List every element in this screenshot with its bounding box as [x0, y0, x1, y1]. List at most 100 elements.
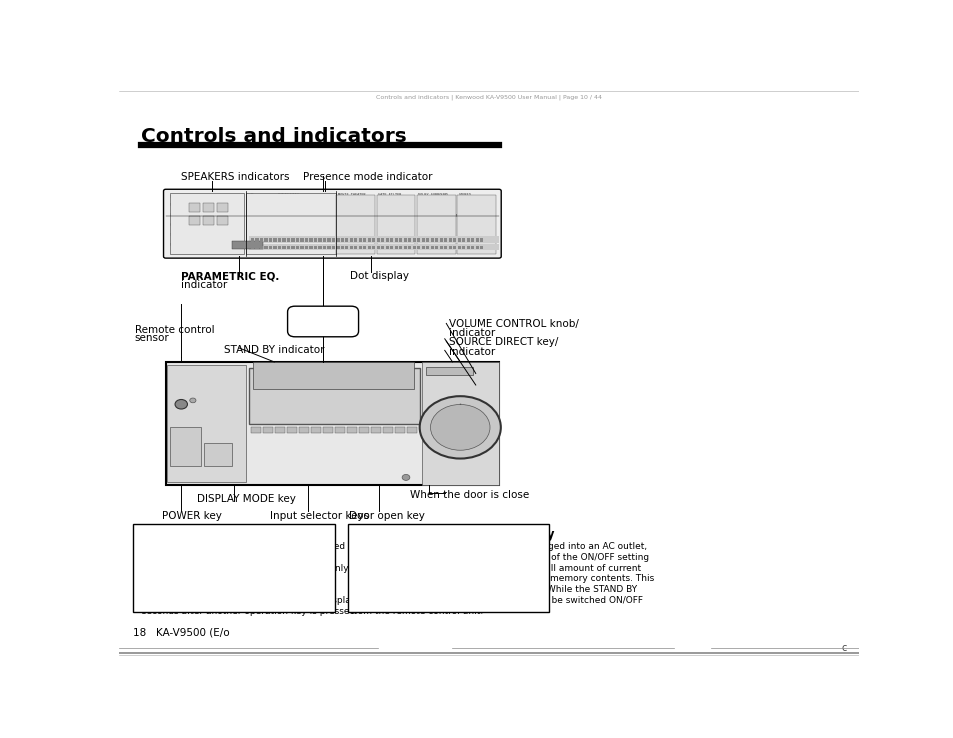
- Bar: [395, 246, 397, 249]
- Bar: [322, 246, 326, 249]
- Text: Display: Display: [305, 316, 341, 326]
- Bar: [336, 246, 339, 249]
- Bar: [456, 195, 496, 254]
- Bar: [292, 238, 294, 242]
- Bar: [408, 246, 411, 249]
- Bar: [274, 238, 276, 242]
- Bar: [431, 246, 434, 249]
- Text: MOVIE THEATER: MOVIE THEATER: [337, 193, 365, 197]
- Bar: [340, 246, 344, 249]
- Text: indicator is lit, the power of the system can be switched ON/OFF: indicator is lit, the power of the syste…: [351, 596, 642, 605]
- Bar: [287, 427, 296, 432]
- Bar: [332, 246, 335, 249]
- Bar: [416, 195, 456, 254]
- Text: SYNTHETIC: SYNTHETIC: [278, 201, 297, 205]
- Bar: [260, 246, 263, 249]
- Text: When the power cord of this system is plugged into an AC outlet,: When the power cord of this system is pl…: [351, 542, 646, 551]
- Bar: [421, 238, 424, 242]
- Text: VISUAL: VISUAL: [327, 214, 341, 218]
- Text: VOLUME CONTROL knob/: VOLUME CONTROL knob/: [448, 319, 578, 329]
- Text: Controls and indicators: Controls and indicators: [141, 127, 406, 146]
- Bar: [216, 215, 228, 225]
- Text: DISPLAY MODE key: DISPLAY MODE key: [136, 528, 262, 541]
- Bar: [385, 246, 389, 249]
- Text: ON
OFF: ON OFF: [171, 424, 179, 432]
- Text: CENTER: CENTER: [170, 213, 182, 217]
- Bar: [390, 246, 393, 249]
- Bar: [462, 238, 465, 242]
- Bar: [466, 246, 470, 249]
- FancyBboxPatch shape: [163, 189, 500, 258]
- Bar: [335, 195, 375, 254]
- Bar: [335, 427, 345, 432]
- Bar: [416, 238, 420, 242]
- Text: from the remote control unit.: from the remote control unit.: [351, 607, 483, 615]
- Bar: [376, 195, 415, 254]
- Bar: [318, 246, 321, 249]
- Bar: [347, 427, 356, 432]
- Text: STAND BY mode of POWER key: STAND BY mode of POWER key: [351, 528, 554, 541]
- Bar: [314, 246, 316, 249]
- Bar: [383, 427, 393, 432]
- Bar: [372, 246, 375, 249]
- Bar: [471, 238, 474, 242]
- Bar: [318, 238, 321, 242]
- Bar: [368, 246, 371, 249]
- Bar: [439, 238, 442, 242]
- Text: SPEAKERS indicators: SPEAKERS indicators: [181, 173, 290, 182]
- Bar: [471, 246, 474, 249]
- Bar: [274, 427, 285, 432]
- Bar: [189, 202, 199, 212]
- Bar: [232, 241, 262, 249]
- Text: indicator: indicator: [448, 347, 495, 356]
- Bar: [253, 362, 414, 389]
- Text: VOLUME CONTROL: VOLUME CONTROL: [431, 366, 463, 370]
- Text: indicator: indicator: [181, 280, 227, 290]
- Bar: [167, 365, 245, 482]
- Bar: [407, 427, 416, 432]
- Bar: [350, 246, 353, 249]
- Bar: [444, 246, 447, 249]
- Bar: [282, 246, 285, 249]
- Bar: [282, 238, 285, 242]
- Bar: [385, 238, 389, 242]
- Bar: [300, 238, 303, 242]
- Bar: [426, 238, 429, 242]
- Bar: [476, 238, 478, 242]
- Bar: [476, 246, 478, 249]
- Text: SOURCE DIRECT: SOURCE DIRECT: [427, 371, 456, 375]
- Bar: [399, 238, 402, 242]
- Bar: [264, 238, 267, 242]
- Bar: [189, 215, 199, 225]
- Bar: [249, 368, 419, 424]
- Bar: [322, 238, 326, 242]
- Bar: [395, 427, 405, 432]
- Text: Dot display: Dot display: [350, 271, 409, 281]
- Bar: [203, 215, 213, 225]
- Bar: [368, 238, 371, 242]
- Text: STEREO: STEREO: [458, 193, 471, 197]
- Text: SYNTHETIC: SYNTHETIC: [278, 193, 300, 197]
- Bar: [277, 238, 281, 242]
- Text: IN DSP LOGIC: IN DSP LOGIC: [247, 209, 273, 213]
- Bar: [376, 238, 379, 242]
- Text: STAND BY indicator: STAND BY indicator: [224, 345, 324, 355]
- Bar: [249, 236, 498, 243]
- Bar: [300, 246, 303, 249]
- Bar: [457, 246, 460, 249]
- Text: Every press of this key switches the displayed contents as follows.: Every press of this key switches the dis…: [136, 542, 437, 551]
- Bar: [448, 246, 452, 249]
- Bar: [345, 246, 348, 249]
- Text: Input selector keys: Input selector keys: [270, 511, 369, 520]
- Text: When the door is close: When the door is close: [410, 490, 529, 500]
- Bar: [323, 427, 333, 432]
- Text: integrated av kenwood amplifier av system: integrated av kenwood amplifier av syste…: [254, 393, 332, 397]
- Bar: [448, 238, 452, 242]
- Text: of the POWER key. This indicates that a small amount of current: of the POWER key. This indicates that a …: [351, 564, 640, 573]
- Bar: [295, 238, 298, 242]
- Text: DISPLAY MODE key: DISPLAY MODE key: [196, 494, 295, 504]
- Bar: [358, 427, 369, 432]
- Bar: [251, 427, 261, 432]
- Bar: [170, 427, 200, 466]
- Bar: [426, 368, 472, 375]
